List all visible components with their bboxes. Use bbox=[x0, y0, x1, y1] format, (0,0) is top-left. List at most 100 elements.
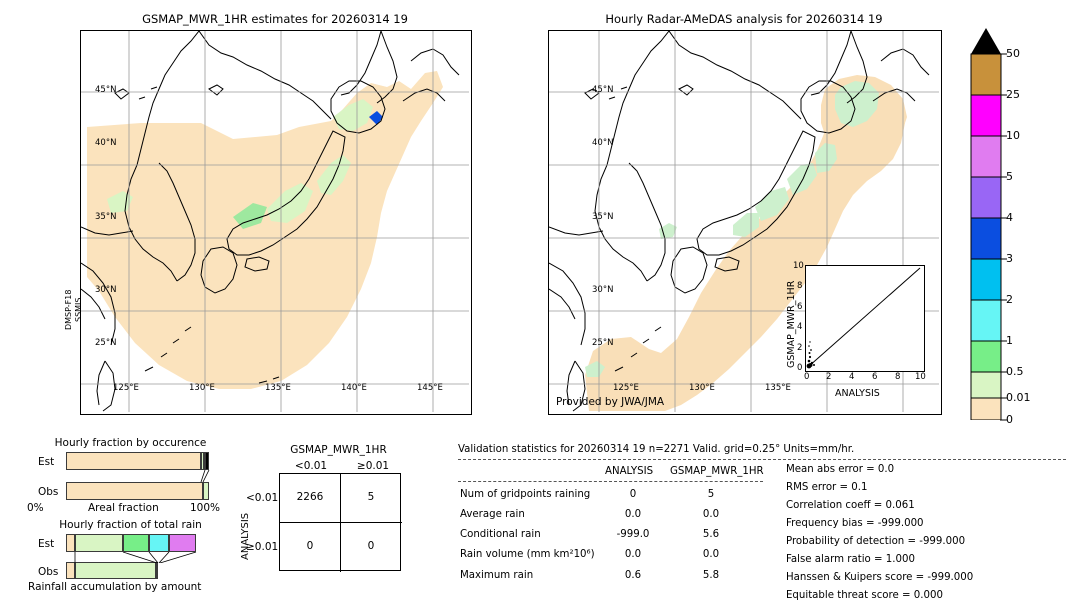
occurrence-est-seg-3 bbox=[204, 452, 209, 470]
validation-score-1: RMS error = 0.1 bbox=[786, 482, 868, 493]
right-lon-tick-130e: 130°E bbox=[689, 383, 715, 393]
occurrence-chart-title: Hourly fraction by occurence bbox=[54, 437, 207, 449]
left-lat-tick-45n: 45°N bbox=[95, 85, 117, 95]
total-rain-bar-est[interactable] bbox=[66, 534, 196, 552]
occurrence-obs-seg-0 bbox=[66, 482, 203, 500]
validation-row-gsmap-0: 5 bbox=[707, 489, 715, 500]
scatter-ytick-4: 4 bbox=[797, 322, 803, 332]
scatter-ytick-10: 10 bbox=[793, 261, 804, 271]
total-rain-est-seg-0 bbox=[66, 534, 76, 552]
occurrence-row-label-obs: Obs bbox=[38, 486, 59, 498]
contingency-cell-1-1: 0 bbox=[367, 540, 375, 552]
left-lon-tick-130e: 130°E bbox=[189, 383, 215, 393]
contingency-cell-0-0: 2266 bbox=[296, 491, 324, 503]
contingency-cell-0-1: 5 bbox=[367, 491, 375, 503]
total-rain-bar-obs[interactable] bbox=[66, 562, 159, 579]
right-lon-tick-125e: 125°E bbox=[613, 383, 639, 393]
colorbar-tick-10: 10 bbox=[1006, 129, 1020, 142]
validation-row-analysis-3: 0.0 bbox=[624, 549, 642, 560]
right-lat-tick-45n: 45°N bbox=[592, 85, 614, 95]
left-lon-tick-140e: 140°E bbox=[341, 383, 367, 393]
colorbar-tick-4: 4 bbox=[1006, 211, 1013, 224]
contingency-table[interactable]: 2266 5 0 0 bbox=[279, 473, 402, 572]
left-sensor-label-line1: DMSP-F18 bbox=[64, 289, 73, 330]
scatter-ytick-0: 0 bbox=[797, 363, 803, 373]
validation-col-header-analysis: ANALYSIS bbox=[605, 466, 654, 477]
occurrence-est-seg-1 bbox=[201, 452, 205, 470]
left-map[interactable] bbox=[80, 30, 472, 415]
colorbar-tickmarks bbox=[1000, 53, 1007, 421]
scatter-xtick-2: 2 bbox=[826, 372, 832, 382]
colorbar-tick-2: 2 bbox=[1006, 293, 1013, 306]
contingency-hline bbox=[280, 522, 402, 523]
validation-row-label-0: Num of gridpoints raining bbox=[460, 489, 591, 500]
contingency-col-header-1: ≥0.01 bbox=[356, 460, 390, 472]
occurrence-obs-seg-1 bbox=[202, 482, 209, 500]
occurrence-bar-obs[interactable] bbox=[66, 482, 209, 500]
total-rain-obs-seg-1 bbox=[75, 562, 157, 579]
total-rain-est-seg-1 bbox=[75, 534, 124, 552]
validation-row-analysis-2: -999.0 bbox=[616, 529, 650, 540]
colorbar-tick-05: 0.5 bbox=[1006, 365, 1024, 378]
total-rain-obs-seg-0 bbox=[66, 562, 76, 579]
validation-row-gsmap-2: 5.6 bbox=[702, 529, 720, 540]
total-rain-row-label-est: Est bbox=[38, 538, 55, 550]
jwa-jma-credit: Provided by JWA/JMA bbox=[556, 396, 665, 408]
validation-header: Validation statistics for 20260314 19 n=… bbox=[458, 444, 855, 455]
left-lon-tick-135e: 135°E bbox=[265, 383, 291, 393]
validation-row-gsmap-4: 5.8 bbox=[702, 570, 720, 581]
right-lat-tick-35n: 35°N bbox=[592, 212, 614, 222]
contingency-row-header-1: ≥0.01 bbox=[246, 541, 279, 553]
validation-score-7: Equitable threat score = 0.000 bbox=[786, 590, 943, 601]
validation-row-analysis-4: 0.6 bbox=[624, 570, 642, 581]
validation-row-gsmap-3: 0.0 bbox=[702, 549, 720, 560]
occurrence-tick-left: 0% bbox=[27, 502, 44, 514]
total-rain-est-seg-4 bbox=[168, 534, 196, 552]
contingency-vline bbox=[340, 474, 341, 572]
occurrence-connector-lines bbox=[200, 470, 210, 482]
right-panel-title: Hourly Radar-AMeDAS analysis for 2026031… bbox=[605, 12, 883, 26]
contingency-row-header-0: <0.01 bbox=[246, 492, 279, 504]
colorbar-tick-25: 25 bbox=[1006, 88, 1020, 101]
right-lat-tick-25n: 25°N bbox=[592, 338, 614, 348]
scatter-xtick-0: 0 bbox=[804, 372, 810, 382]
scatter-ytick-8: 8 bbox=[797, 281, 803, 291]
total-rain-axis-label: Rainfall accumulation by amount bbox=[28, 581, 202, 593]
scatter-plot[interactable] bbox=[805, 265, 925, 372]
scatter-xtick-8: 8 bbox=[895, 372, 901, 382]
scatter-xlabel: ANALYSIS bbox=[835, 388, 880, 399]
scatter-ylabel: GSMAP_MWR_1HR bbox=[786, 280, 797, 368]
contingency-cell-1-0: 0 bbox=[306, 540, 314, 552]
colorbar-tick-1: 1 bbox=[1006, 334, 1013, 347]
validation-divider-mid bbox=[458, 481, 763, 482]
validation-score-2: Correlation coeff = 0.061 bbox=[786, 500, 915, 511]
colorbar-tick-5: 5 bbox=[1006, 170, 1013, 183]
colorbar-tick-0: 0 bbox=[1006, 413, 1013, 426]
colorbar bbox=[970, 28, 1002, 420]
colorbar-tick-3: 3 bbox=[1006, 252, 1013, 265]
total-rain-obs-seg-2 bbox=[156, 562, 159, 579]
left-lat-tick-40n: 40°N bbox=[95, 138, 117, 148]
right-lon-tick-135e: 135°E bbox=[765, 383, 791, 393]
occurrence-est-seg-0 bbox=[66, 452, 202, 470]
left-lat-tick-30n: 30°N bbox=[95, 285, 117, 295]
total-rain-chart-title: Hourly fraction of total rain bbox=[59, 519, 202, 531]
scatter-ytick-2: 2 bbox=[797, 343, 803, 353]
scatter-xtick-10: 10 bbox=[915, 372, 926, 382]
validation-divider-top bbox=[458, 459, 1066, 460]
left-lat-tick-25n: 25°N bbox=[95, 338, 117, 348]
total-rain-row-label-obs: Obs bbox=[38, 566, 59, 578]
validation-score-6: Hanssen & Kuipers score = -999.000 bbox=[786, 572, 974, 583]
validation-score-3: Frequency bias = -999.000 bbox=[786, 518, 924, 529]
validation-row-analysis-1: 0.0 bbox=[624, 509, 642, 520]
right-lat-tick-40n: 40°N bbox=[592, 138, 614, 148]
validation-row-label-3: Rain volume (mm km²10⁶) bbox=[460, 549, 595, 560]
validation-score-4: Probability of detection = -999.000 bbox=[786, 536, 966, 547]
left-lon-tick-145e: 145°E bbox=[417, 383, 443, 393]
validation-row-label-4: Maximum rain bbox=[460, 570, 534, 581]
occurrence-bar-est[interactable] bbox=[66, 452, 209, 470]
validation-row-gsmap-1: 0.0 bbox=[702, 509, 720, 520]
left-lon-tick-125e: 125°E bbox=[113, 383, 139, 393]
validation-row-label-1: Average rain bbox=[460, 509, 525, 520]
occurrence-row-label-est: Est bbox=[38, 456, 55, 468]
